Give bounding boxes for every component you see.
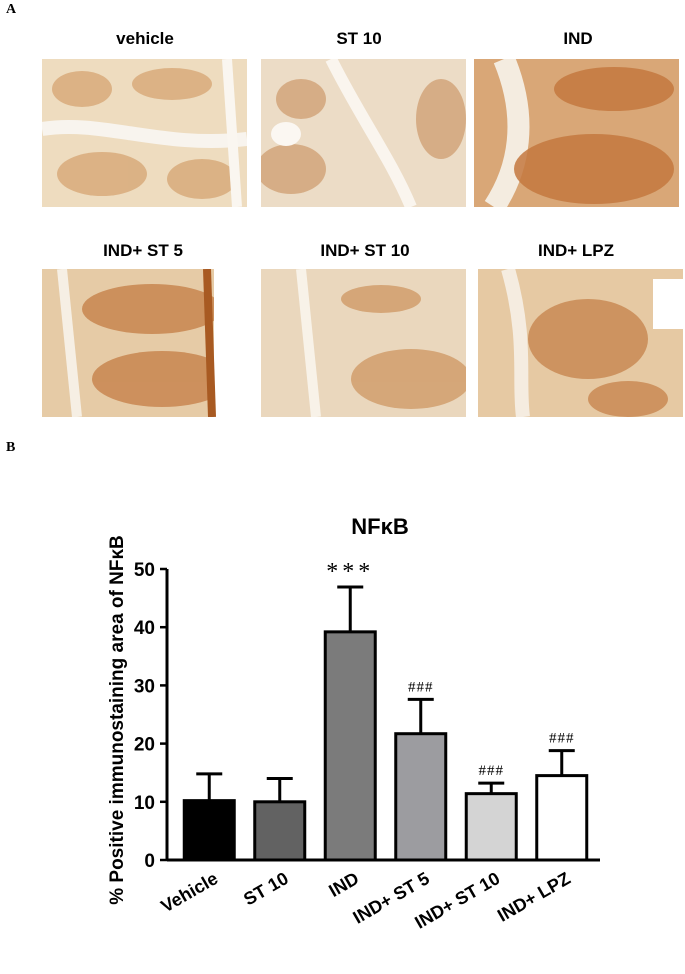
y-tick-label: 50: [134, 560, 155, 581]
x-tick-label: IND: [325, 868, 362, 901]
bar: [394, 732, 448, 862]
panel-b-letter: B: [6, 440, 16, 455]
micrograph-ind-st10: [261, 269, 466, 417]
image-label-st10: ST 10: [336, 29, 382, 48]
bar: [464, 792, 518, 862]
image-label-ind-lpz: IND+ LPZ: [537, 241, 615, 260]
panel-a-letter: A: [6, 2, 17, 17]
x-tick-label: Vehicle: [158, 868, 222, 916]
image-label-ind-st10: IND+ ST 10: [320, 241, 410, 260]
significance-label: ###: [549, 731, 575, 747]
bar: [323, 630, 377, 862]
significance-label: ***: [326, 559, 374, 585]
y-tick-label: 40: [134, 618, 155, 639]
micrograph-ind-lpz: [478, 269, 683, 417]
y-tick-label: 0: [144, 851, 155, 872]
y-ticks: 0 10 20 30 40 50: [134, 560, 167, 872]
y-tick-label: 30: [134, 676, 155, 697]
significance-label: ###: [479, 763, 505, 779]
axes: [165, 569, 600, 862]
micrograph-ind-st5: [42, 269, 247, 417]
image-label-ind-st5: IND+ ST 5: [103, 241, 183, 260]
y-tick-label: 10: [134, 793, 155, 814]
micrograph-vehicle: [42, 59, 247, 207]
y-axis-label: % Positive immunostaining area of NFκB: [107, 535, 128, 905]
bars: *** ### ### ###: [182, 559, 589, 862]
y-tick-label: 20: [134, 735, 155, 756]
micrograph-ind: [474, 59, 679, 207]
image-label-vehicle: vehicle: [116, 29, 174, 48]
micrograph-st10: [261, 59, 466, 207]
bar: [253, 800, 307, 862]
significance-label: ###: [408, 679, 434, 695]
bar: [182, 799, 236, 862]
chart-title: NFκB: [351, 514, 408, 539]
x-tick-label: ST 10: [240, 868, 292, 909]
image-label-ind: IND: [563, 29, 593, 48]
x-tick-label: IND+ LPZ: [494, 868, 574, 926]
bar: [535, 774, 589, 862]
